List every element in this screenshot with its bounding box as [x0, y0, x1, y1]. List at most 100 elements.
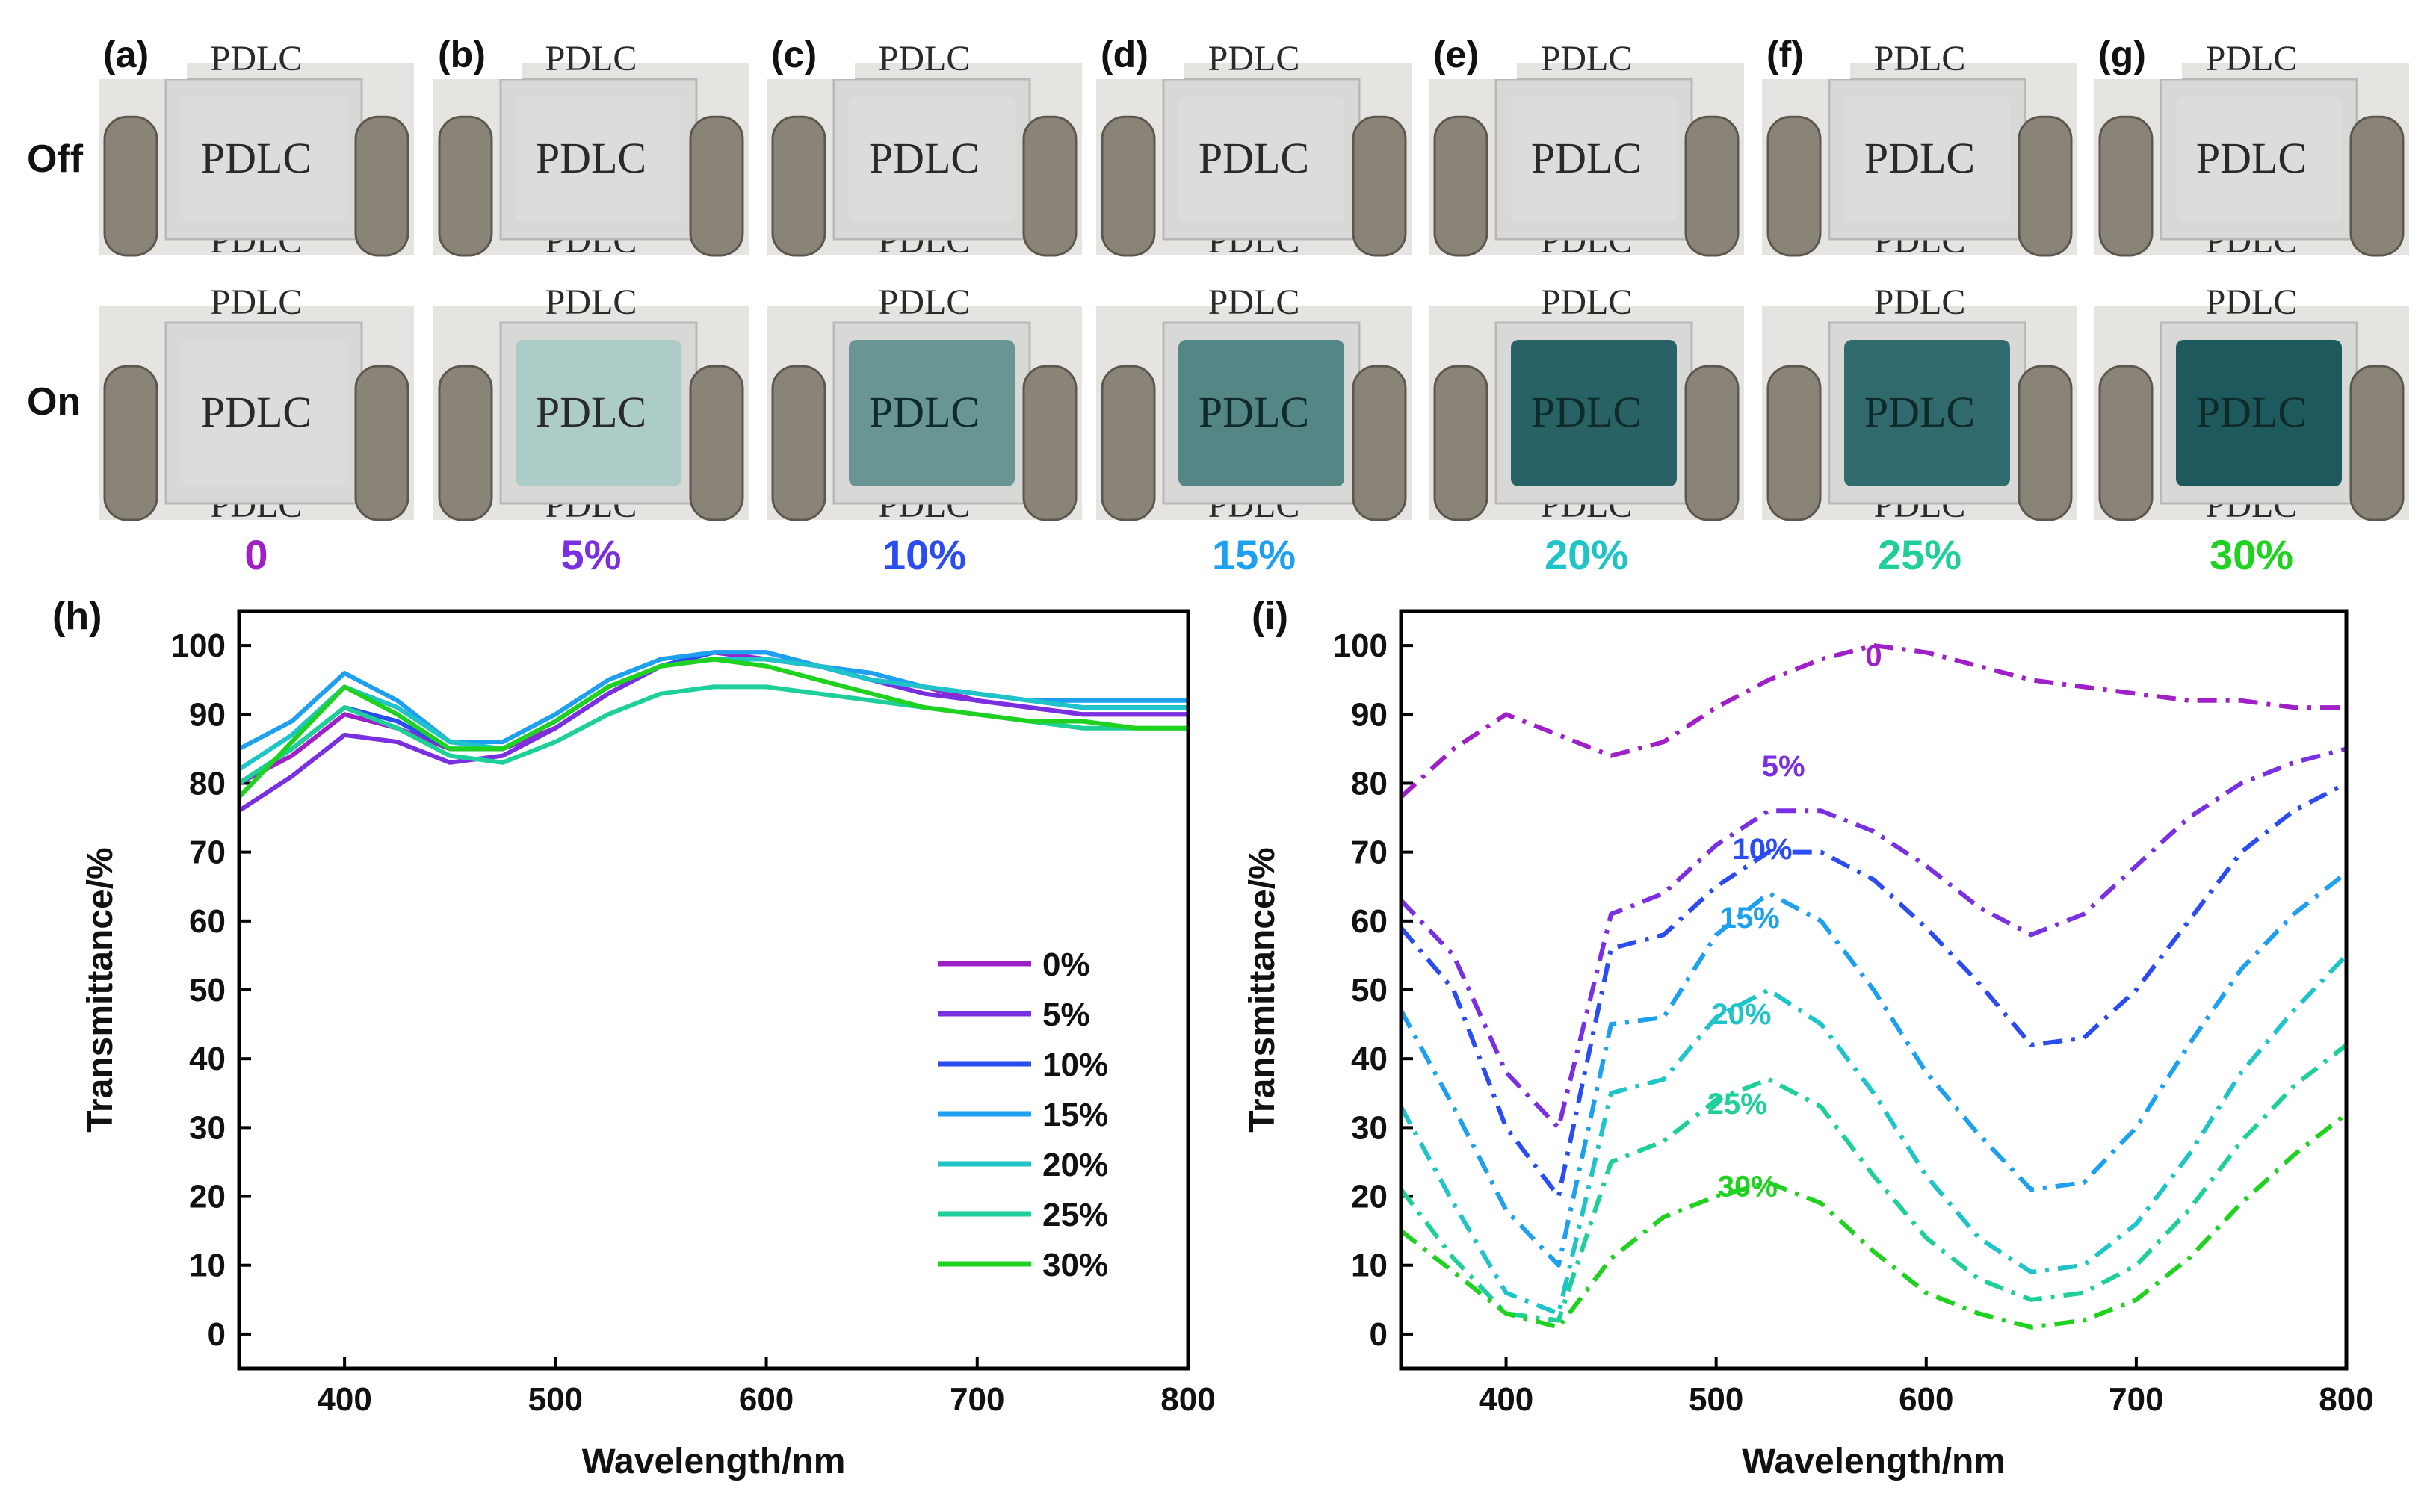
- pdlc-film: [1844, 340, 2010, 486]
- panel-letter: (g): [2098, 34, 2146, 75]
- x-tick-label: 800: [1160, 1381, 1215, 1418]
- x-tick-label: 500: [528, 1381, 583, 1418]
- pdlc-label: PDLC: [536, 388, 646, 436]
- chart-i: (i) 400 500 600 700 800 0 10 20 30 40 50 60 70 80 90 100…: [1243, 595, 2374, 1481]
- bg-text-top: PDLC: [1541, 282, 1633, 322]
- panel-letter: (i): [1252, 595, 1288, 638]
- clip-left: [771, 115, 826, 257]
- y-tick-label: 60: [189, 903, 226, 940]
- letter-patch: [1096, 21, 1184, 79]
- y-tick-label: 20: [1351, 1179, 1388, 1215]
- panel-letter: (b): [438, 34, 486, 75]
- letter-patch: [99, 21, 187, 79]
- pdlc-label: PDLC: [1531, 388, 1642, 436]
- series-label: 15%: [1720, 902, 1780, 935]
- bg-text-top: PDLC: [1541, 39, 1633, 78]
- clip-left: [1101, 115, 1156, 257]
- clip-right: [2018, 115, 2073, 257]
- bg-text-top: PDLC: [211, 39, 303, 78]
- clip-right: [689, 115, 744, 257]
- legend-label: 10%: [1042, 1047, 1108, 1083]
- series-line-5pct: [238, 657, 1188, 813]
- pdlc-film: [1511, 340, 1677, 486]
- bg-text-top: PDLC: [211, 282, 303, 322]
- series-label: 0: [1865, 640, 1882, 673]
- concentration-label: 25%: [1878, 531, 1961, 578]
- y-tick-label: 30: [1351, 1109, 1388, 1146]
- letter-patch: [1762, 21, 1850, 79]
- pdlc-label: PDLC: [1864, 134, 1975, 182]
- y-tick-label: 70: [1351, 834, 1388, 871]
- clip-left: [1433, 365, 1488, 521]
- letter-patch: [767, 21, 855, 79]
- pdlc-film: [2176, 96, 2342, 222]
- pdlc-film: [516, 340, 681, 486]
- y-tick-label: 80: [1351, 765, 1388, 802]
- pdlc-label: PDLC: [201, 388, 312, 436]
- clip-left: [1433, 115, 1488, 257]
- legend-label: 15%: [1042, 1097, 1108, 1133]
- series-label: 10%: [1732, 833, 1792, 866]
- y-tick-label: 40: [1351, 1041, 1388, 1077]
- pdlc-film: [1178, 96, 1344, 222]
- legend-label: 20%: [1042, 1147, 1108, 1183]
- concentration-label: 5%: [561, 531, 622, 578]
- bg-text-top: PDLC: [1874, 39, 1966, 78]
- series-line-15pct: [1399, 870, 2348, 1268]
- y-tick-label: 100: [1333, 628, 1388, 664]
- panel-letter: (e): [1433, 34, 1479, 75]
- bg-text-top: PDLC: [1874, 282, 1966, 322]
- legend-label: 0%: [1042, 946, 1090, 983]
- x-tick-label: 700: [2109, 1381, 2163, 1418]
- clip-right: [354, 365, 409, 521]
- row-label-on: On: [27, 380, 81, 424]
- letter-patch: [2094, 21, 2182, 79]
- clip-right: [354, 115, 409, 257]
- x-tick-label: 600: [1899, 1381, 1953, 1418]
- series-label: 20%: [1711, 998, 1771, 1031]
- pdlc-label: PDLC: [869, 388, 980, 436]
- y-tick-label: 80: [189, 765, 226, 802]
- plot-frame: [1399, 609, 2349, 1371]
- legend-label: 30%: [1042, 1247, 1108, 1283]
- bg-text-top: PDLC: [1208, 39, 1300, 78]
- y-tick-label: 0: [208, 1316, 226, 1353]
- clip-right: [2349, 365, 2405, 521]
- pdlc-film: [516, 96, 681, 222]
- pdlc-label: PDLC: [869, 134, 980, 182]
- pdlc-film: [849, 340, 1015, 486]
- x-tick-label: 400: [1479, 1381, 1533, 1418]
- panel-letter: (c): [771, 34, 817, 75]
- y-tick-label: 90: [189, 696, 226, 733]
- clip-right: [1352, 115, 1407, 257]
- pdlc-film: [849, 96, 1015, 222]
- y-axis-title: Transmittance/%: [81, 847, 120, 1132]
- clip-right: [1684, 115, 1740, 257]
- clip-left: [1101, 365, 1156, 521]
- pdlc-film: [181, 340, 347, 486]
- pdlc-label: PDLC: [2196, 388, 2307, 436]
- series-line-10pct: [1399, 781, 2348, 1199]
- pdlc-label: PDLC: [1199, 134, 1309, 182]
- y-axis-title: Transmittance/%: [1243, 847, 1282, 1132]
- clip-left: [103, 115, 158, 257]
- x-tick-label: 600: [739, 1381, 794, 1418]
- x-tick-label: 700: [950, 1381, 1004, 1418]
- clip-left: [2098, 115, 2154, 257]
- clip-right: [2349, 115, 2405, 257]
- letter-patch: [1429, 21, 1517, 79]
- y-tick-label: 50: [1351, 972, 1388, 1008]
- pdlc-label: PDLC: [1199, 388, 1309, 436]
- bg-text-top: PDLC: [1208, 282, 1300, 322]
- pdlc-label: PDLC: [1864, 388, 1975, 436]
- panel-letter: (f): [1766, 34, 1804, 75]
- bg-text-top: PDLC: [879, 282, 971, 322]
- y-tick-label: 50: [189, 972, 226, 1008]
